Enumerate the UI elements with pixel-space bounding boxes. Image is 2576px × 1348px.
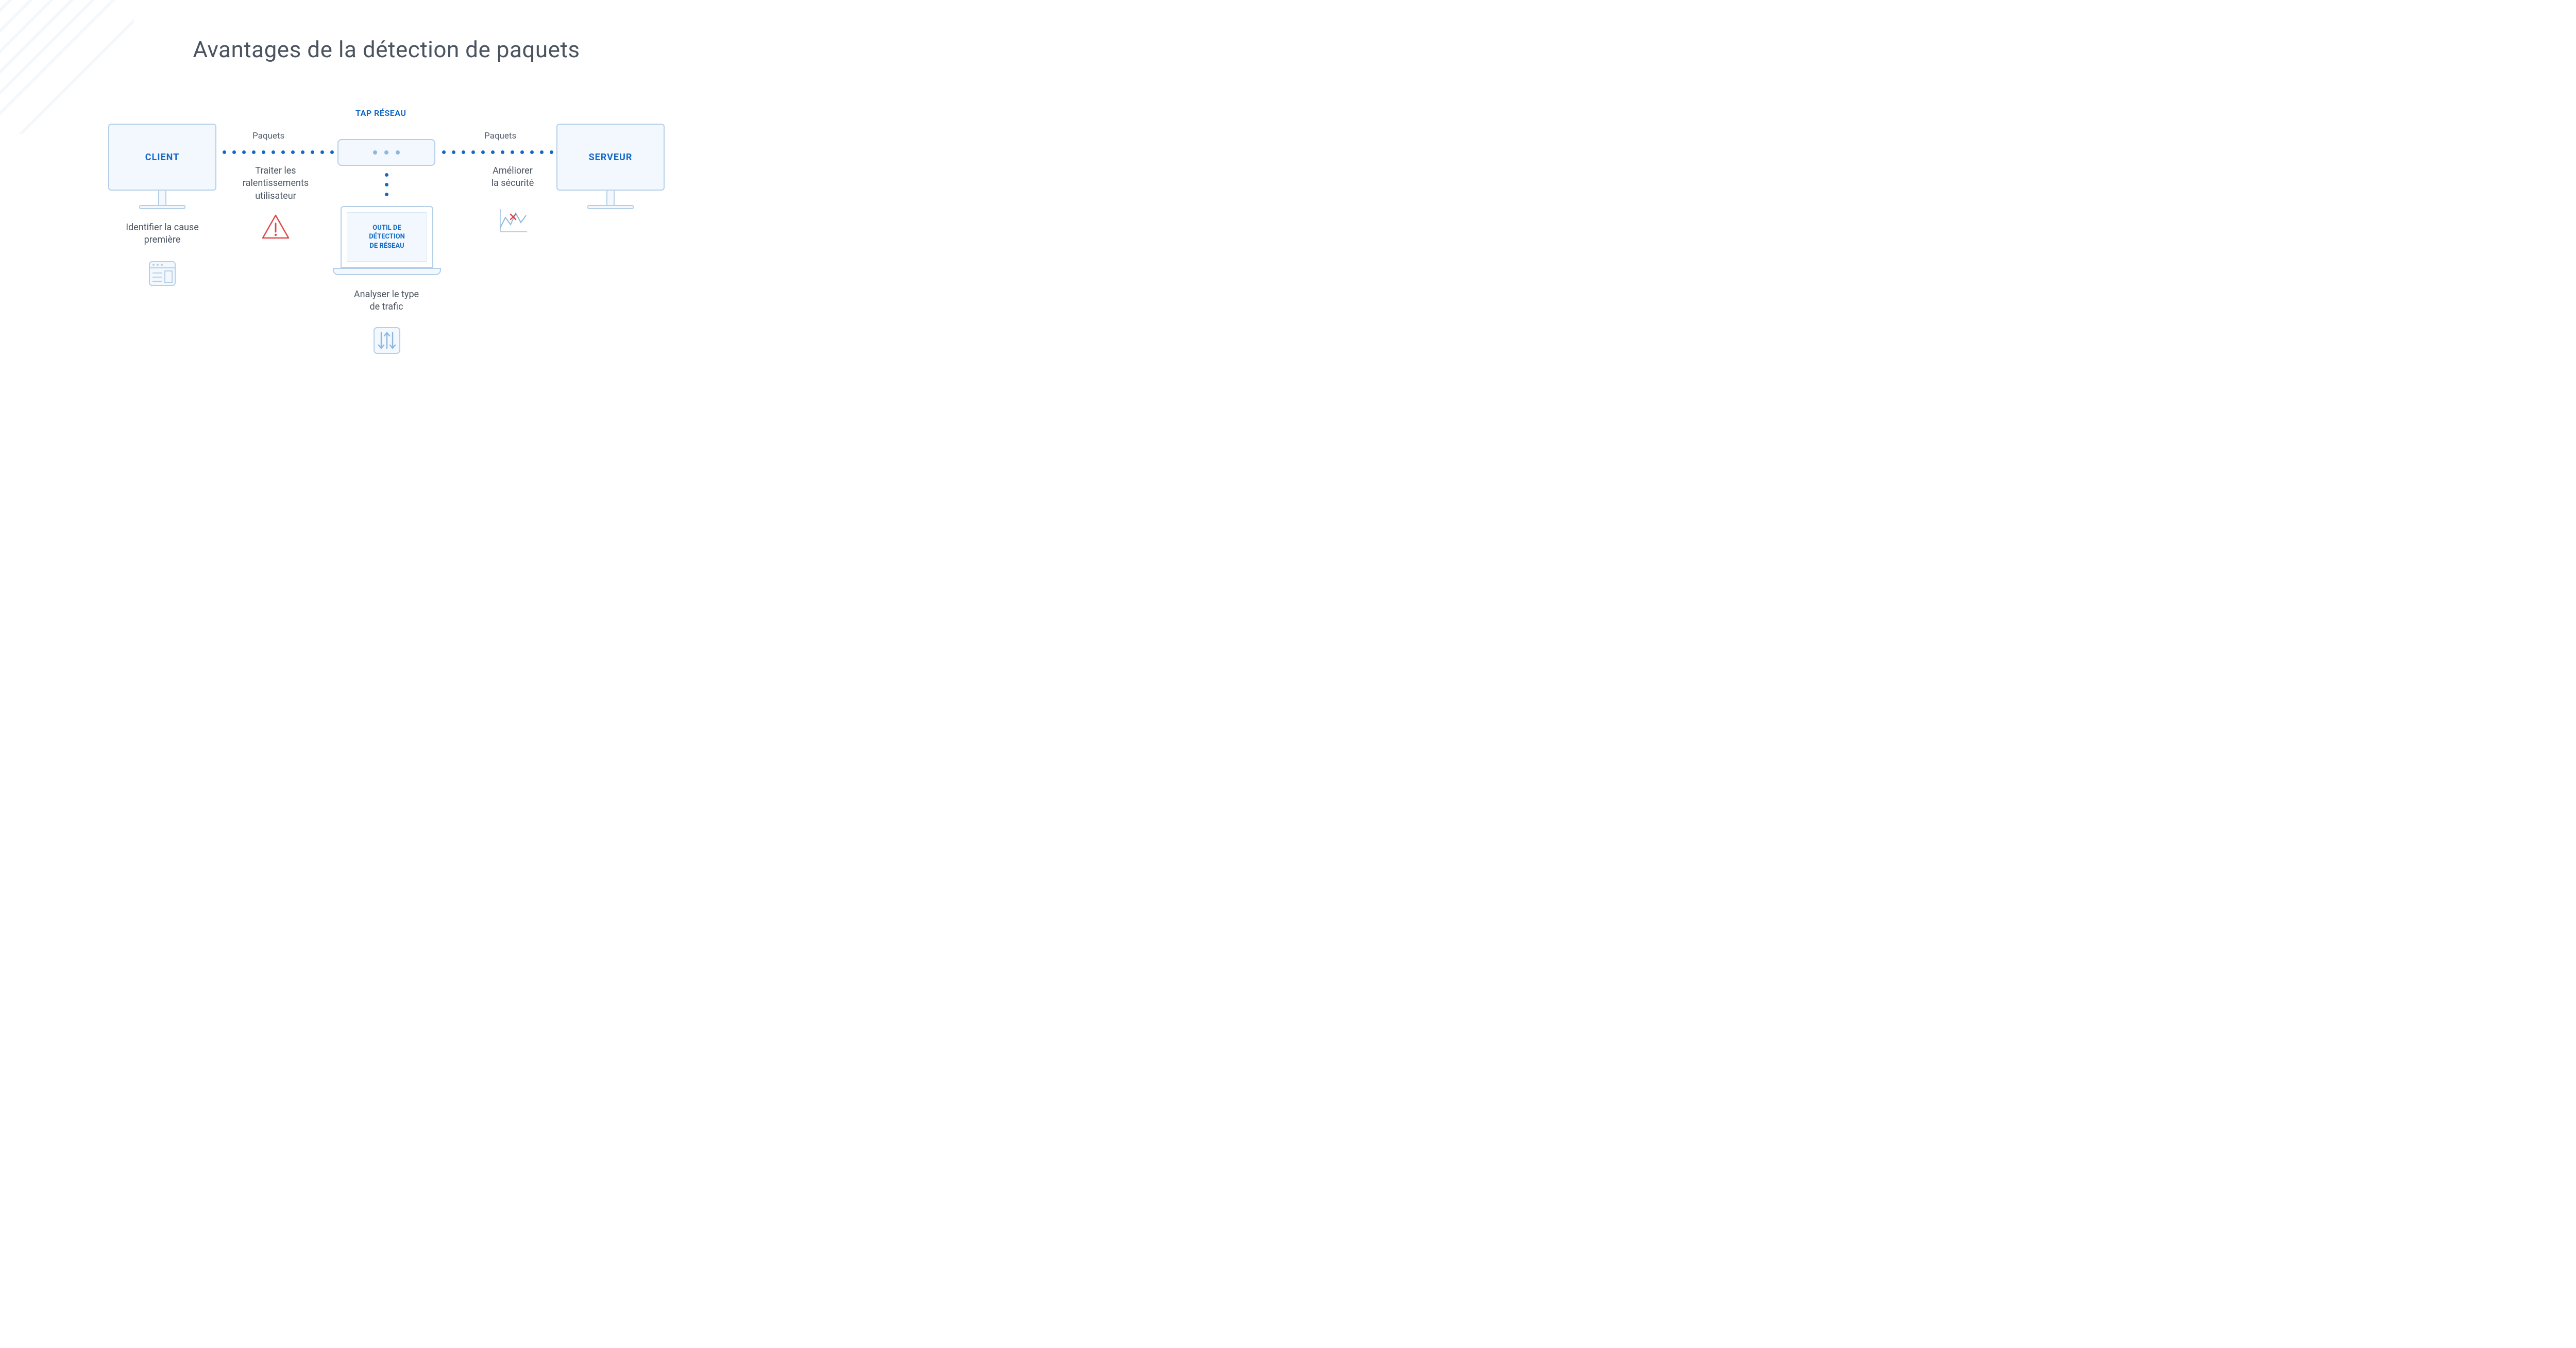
packets-label-left: Paquets bbox=[252, 131, 284, 141]
sniffer-laptop-label: OUTIL DEDÉTECTIONDE RÉSEAU bbox=[347, 212, 427, 262]
packets-label-right: Paquets bbox=[484, 131, 516, 141]
connector-right bbox=[442, 150, 553, 154]
connector-left bbox=[223, 150, 334, 154]
arrows-up-down-icon bbox=[371, 325, 403, 356]
alert-triangle-icon bbox=[260, 211, 292, 243]
client-caption: Identifier la causepremière bbox=[111, 221, 214, 247]
client-monitor: CLIENT bbox=[108, 124, 216, 209]
connector-down bbox=[385, 173, 388, 196]
traffic-caption: Analyser le typede trafic bbox=[340, 288, 433, 314]
client-label: CLIENT bbox=[145, 152, 180, 163]
slowdown-caption: Traiter lesralentissementsutilisateur bbox=[227, 165, 325, 202]
server-label: SERVEUR bbox=[589, 152, 633, 163]
diagram-title: Avantages de la détection de paquets bbox=[0, 36, 773, 63]
line-chart-x-icon bbox=[497, 204, 529, 236]
tap-device bbox=[337, 139, 435, 166]
server-monitor: SERVEUR bbox=[556, 124, 665, 209]
security-caption: Améliorerla sécurité bbox=[469, 165, 556, 190]
sniffer-laptop: OUTIL DEDÉTECTIONDE RÉSEAU bbox=[333, 206, 441, 275]
browser-window-icon bbox=[146, 258, 178, 289]
diagram-stage: CLIENT SERVEUR TAP RÉSEAU Paquets Paquet… bbox=[0, 108, 773, 397]
tap-header-label: TAP RÉSEAU bbox=[355, 108, 406, 118]
